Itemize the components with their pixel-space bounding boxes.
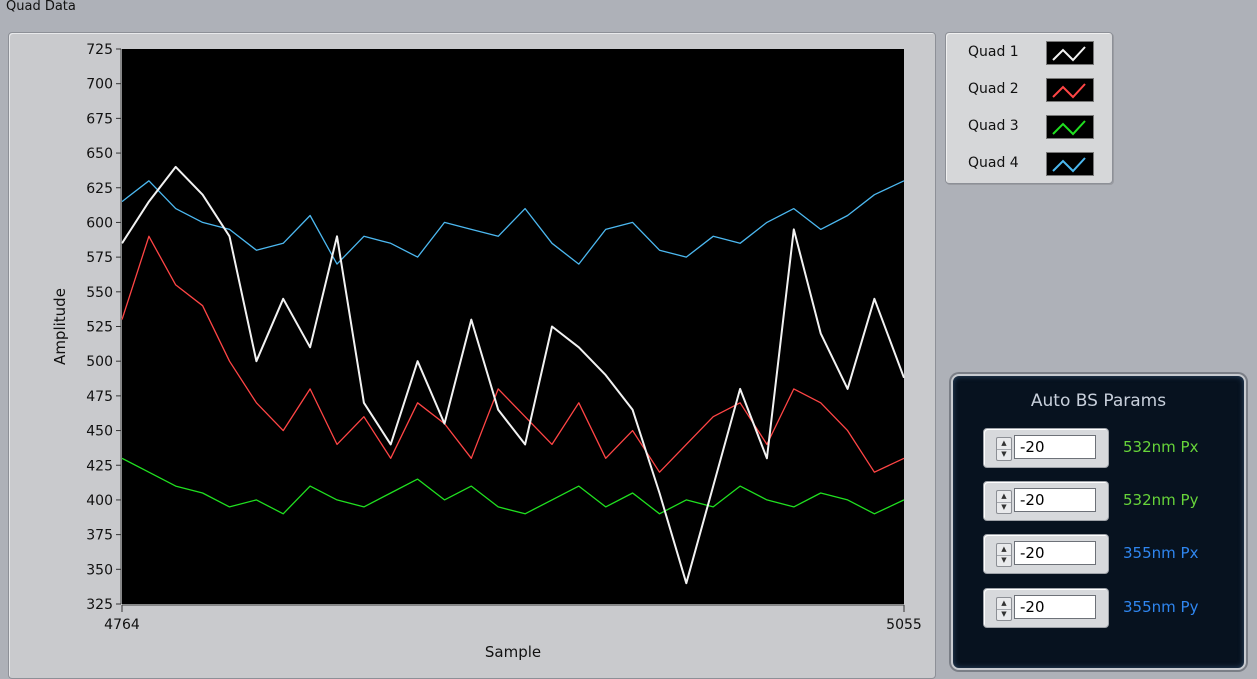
- increment-decrement-spinner[interactable]: ▲ ▼: [996, 437, 1012, 461]
- param-row-532nm-py: ▲ ▼ -20 532nm Py: [983, 481, 1233, 521]
- params-title: Auto BS Params: [1030, 391, 1167, 411]
- y-tick-label: 600: [86, 215, 113, 231]
- 355nm-py-input[interactable]: -20: [1014, 595, 1096, 619]
- y-tick-label: 575: [86, 250, 113, 266]
- increment-decrement-spinner[interactable]: ▲ ▼: [996, 597, 1012, 621]
- legend-label: Quad 3: [968, 118, 1019, 134]
- line-swatch-icon[interactable]: [1046, 115, 1094, 139]
- auto-bs-params-panel: Auto BS Params ▲ ▼ -20 532nm Px ▲ ▼ -20 …: [951, 374, 1246, 670]
- plot-legend: Quad 1 Quad 2 Quad 3 Quad 4: [945, 32, 1113, 184]
- line-swatch-icon[interactable]: [1046, 41, 1094, 65]
- increment-arrow-icon[interactable]: ▲: [997, 491, 1011, 503]
- param-label: 532nm Px: [1123, 438, 1199, 456]
- legend-item-quad-3[interactable]: Quad 3: [946, 112, 1106, 140]
- 355nm-px-input[interactable]: -20: [1014, 541, 1096, 565]
- y-tick-label: 350: [86, 562, 113, 578]
- decrement-arrow-icon[interactable]: ▼: [1001, 610, 1007, 618]
- y-tick-label: 550: [86, 285, 113, 301]
- param-row-532nm-px: ▲ ▼ -20 532nm Px: [983, 428, 1233, 468]
- quad-data-chart: 325 350 375 400 425 450 475 500 525 550 575 600 625 6…: [51, 42, 922, 661]
- y-axis-title: Amplitude: [51, 288, 69, 365]
- y-tick-label: 625: [86, 181, 113, 197]
- y-tick-label: 525: [86, 320, 113, 336]
- legend-label: Quad 2: [968, 81, 1019, 97]
- param-label: 532nm Py: [1123, 491, 1199, 509]
- x-tick-label: 5055: [886, 617, 922, 633]
- y-tick-label: 450: [86, 424, 113, 440]
- increment-arrow-icon[interactable]: ▲: [997, 438, 1011, 450]
- decrement-arrow-icon[interactable]: ▼: [1001, 556, 1007, 564]
- y-tick-label: 475: [86, 389, 113, 405]
- y-tick-label: 375: [86, 528, 113, 544]
- increment-decrement-spinner[interactable]: ▲ ▼: [996, 490, 1012, 514]
- y-tick-label: 725: [86, 42, 113, 58]
- y-tick-label: 500: [86, 354, 113, 370]
- plot-area: [122, 49, 904, 604]
- legend-label: Quad 1: [968, 44, 1019, 60]
- legend-item-quad-2[interactable]: Quad 2: [946, 75, 1106, 103]
- quad-data-graph-panel: 325 350 375 400 425 450 475 500 525 550 575 600 625 6…: [8, 32, 936, 679]
- y-tick-label: 325: [86, 597, 113, 613]
- series-line-quad-1: [121, 165, 905, 585]
- x-axis-title: Sample: [485, 643, 541, 661]
- decrement-arrow-icon[interactable]: ▼: [1001, 503, 1007, 511]
- 532nm-py-input[interactable]: -20: [1014, 488, 1096, 512]
- increment-arrow-icon[interactable]: ▲: [997, 544, 1011, 556]
- numeric-control: ▲ ▼ -20: [983, 428, 1109, 468]
- param-row-355nm-px: ▲ ▼ -20 355nm Px: [983, 534, 1233, 574]
- y-tick-label: 675: [86, 111, 113, 127]
- legend-item-quad-4[interactable]: Quad 4: [946, 149, 1106, 177]
- series-line-quad-3: [121, 457, 905, 515]
- x-tick-label: 4764: [104, 617, 140, 633]
- line-swatch-icon[interactable]: [1046, 78, 1094, 102]
- legend-label: Quad 4: [968, 155, 1019, 171]
- 532nm-px-input[interactable]: -20: [1014, 435, 1096, 459]
- numeric-control: ▲ ▼ -20: [983, 534, 1109, 574]
- numeric-control: ▲ ▼ -20: [983, 481, 1109, 521]
- numeric-control: ▲ ▼ -20: [983, 588, 1109, 628]
- y-tick-label: 400: [86, 493, 113, 509]
- increment-arrow-icon[interactable]: ▲: [997, 598, 1011, 610]
- y-tick-label: 425: [86, 458, 113, 474]
- legend-item-quad-1[interactable]: Quad 1: [946, 38, 1106, 66]
- param-row-355nm-py: ▲ ▼ -20 355nm Py: [983, 588, 1233, 628]
- param-label: 355nm Px: [1123, 544, 1199, 562]
- param-label: 355nm Py: [1123, 598, 1199, 616]
- quad-data-label: Quad Data: [6, 0, 76, 14]
- y-tick-label: 650: [86, 146, 113, 162]
- series-line-quad-2: [121, 235, 905, 473]
- line-swatch-icon[interactable]: [1046, 152, 1094, 176]
- increment-decrement-spinner[interactable]: ▲ ▼: [996, 543, 1012, 567]
- decrement-arrow-icon[interactable]: ▼: [1001, 450, 1007, 458]
- y-tick-label: 700: [86, 77, 113, 93]
- series-line-quad-4: [121, 180, 905, 265]
